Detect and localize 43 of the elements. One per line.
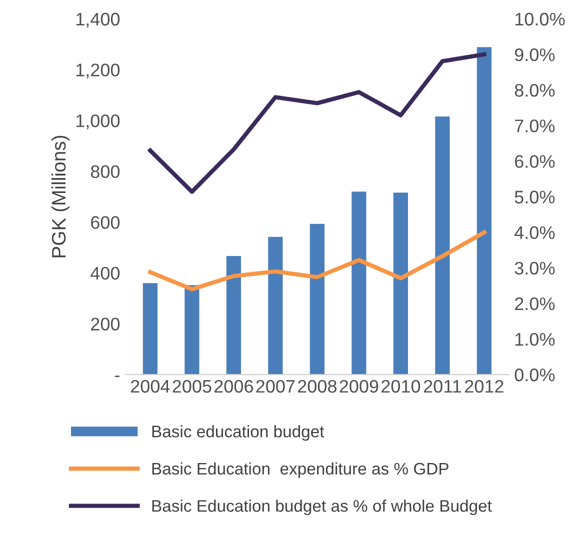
y-axis-title: PGK (Millions) (51, 136, 70, 258)
x-tick-label: 2011 (424, 380, 461, 393)
x-tick-label: 2007 (256, 380, 295, 393)
x-tick-label: 2009 (340, 380, 378, 393)
bar (393, 192, 408, 375)
x-tick-label: 2005 (172, 380, 212, 393)
x-tick-label: 2006 (214, 380, 253, 393)
bar (310, 224, 324, 375)
line-series (148, 230, 486, 292)
y2-tick-label: 0.0% (514, 368, 555, 382)
y2-tick-label: 8.0% (514, 84, 555, 97)
y-tick-label: 1,400 (76, 12, 120, 28)
x-tick-label: 2004 (131, 380, 170, 393)
y-tick-label: 1,000 (76, 114, 120, 130)
bar (184, 285, 200, 375)
y2-tick-label: 1.0% (515, 332, 555, 346)
legend-label: Basic Education budget as % of whole Budget (152, 500, 492, 516)
y-tick-label: 400 (90, 266, 120, 280)
bar (352, 192, 366, 375)
x-tick-label: 2008 (298, 380, 336, 393)
bar (435, 116, 450, 375)
bar (226, 256, 241, 375)
line-series (148, 52, 486, 194)
y2-tick-label: 6.0% (515, 155, 555, 168)
legend-label: Basic Education expenditure as % GDP (152, 462, 448, 478)
y-tick-label: 600 (91, 216, 120, 229)
x-tick-label: 2012 (465, 380, 504, 393)
y-tick-label: - (115, 376, 120, 378)
y2-tick-label: 2.0% (515, 297, 555, 310)
y-tick-label: 800 (90, 165, 120, 178)
bar (476, 47, 492, 375)
x-tick-label: 2010 (382, 380, 420, 393)
y-tick-label: 200 (91, 318, 120, 331)
bar (268, 236, 283, 375)
y2-tick-label: 5.0% (514, 190, 555, 204)
y2-tick-label: 9.0% (514, 48, 555, 62)
bar (142, 283, 158, 375)
y2-tick-label: 4.0% (514, 226, 555, 240)
legend-label: Basic education budget (152, 425, 324, 441)
y2-tick-label: 10.0% (515, 12, 565, 26)
y2-tick-label: 3.0% (514, 262, 555, 275)
y2-tick-label: 7.0% (515, 120, 555, 132)
y-tick-label: 1,200 (76, 64, 120, 79)
